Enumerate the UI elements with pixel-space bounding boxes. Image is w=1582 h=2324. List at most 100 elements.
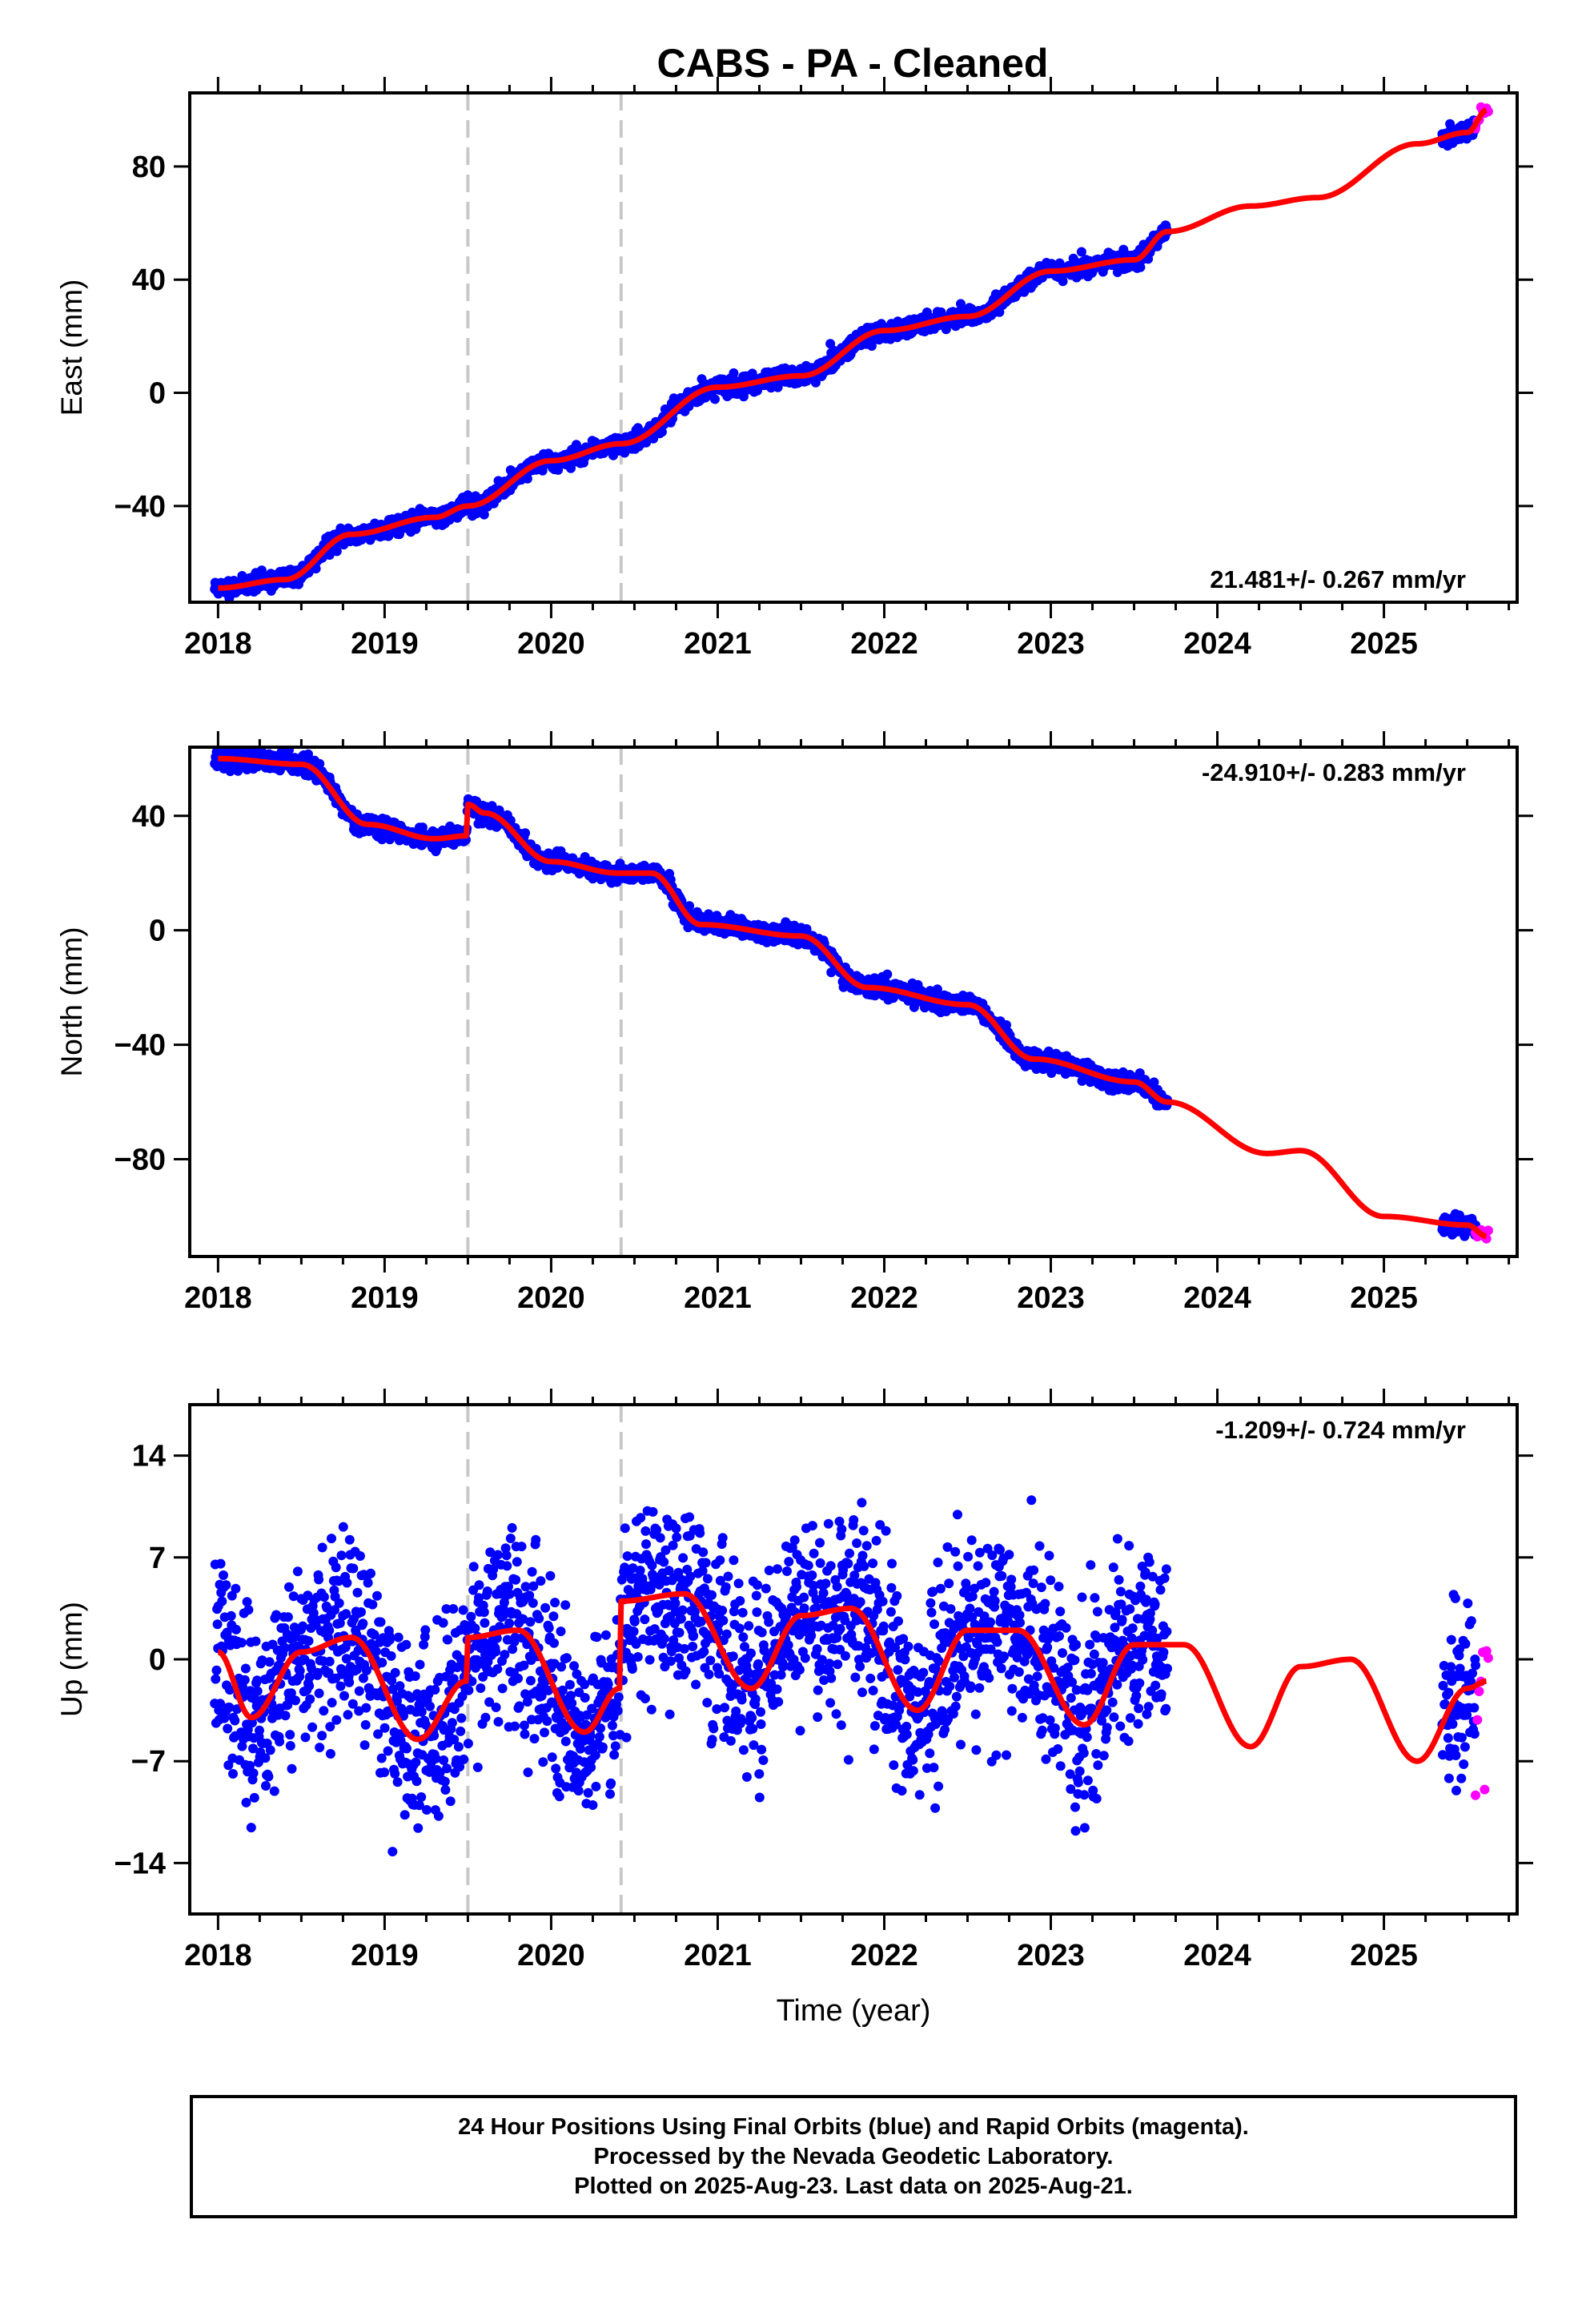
data-point [264, 1657, 275, 1667]
rate-label-north: -24.910+/- 0.283 mm/yr [1202, 758, 1466, 786]
x-tick-label: 2021 [684, 627, 752, 661]
frame-east [188, 91, 1519, 604]
data-point [392, 1777, 403, 1787]
data-point [325, 1749, 335, 1759]
data-point [342, 1578, 352, 1588]
data-point [412, 1776, 422, 1787]
data-point [386, 1651, 396, 1661]
data-point [324, 1656, 335, 1667]
data-point [292, 1566, 303, 1577]
data-point [239, 1675, 250, 1685]
data-point [366, 1568, 375, 1578]
data-point [243, 1605, 254, 1615]
data-point [331, 1715, 342, 1725]
y-tick-label: −80 [114, 1144, 166, 1177]
data-point [304, 1681, 315, 1691]
data-point [390, 1768, 400, 1779]
data-point [303, 1636, 314, 1647]
y-tick-label: 40 [132, 800, 166, 834]
plot-area-north [210, 747, 1493, 1256]
data-point [248, 1768, 259, 1779]
data-point [283, 1612, 293, 1622]
data-point [411, 1757, 421, 1767]
data-point [211, 1674, 221, 1684]
data-point [236, 1638, 247, 1648]
y-tick-label: 80 [132, 151, 166, 184]
data-point [354, 1686, 364, 1696]
data-point [319, 1592, 329, 1602]
y-tick-label: 0 [149, 915, 166, 948]
data-point [383, 1746, 393, 1756]
data-point [263, 1771, 274, 1782]
data-point [402, 1743, 412, 1754]
data-point [375, 1617, 386, 1627]
data-point [215, 1558, 226, 1569]
data-point [249, 1792, 259, 1803]
data-point [1135, 262, 1146, 272]
data-point [246, 1823, 256, 1833]
data-point [390, 1667, 400, 1678]
data-point [338, 1522, 348, 1532]
rate-label-east: 21.481+/- 0.267 mm/yr [1210, 565, 1466, 593]
x-tick-label: 2018 [184, 1281, 252, 1315]
x-tick-label: 2019 [351, 627, 419, 661]
data-point [298, 1621, 308, 1631]
data-point [729, 368, 739, 378]
data-point [335, 1681, 346, 1691]
data-point [231, 1583, 241, 1594]
data-point [1076, 247, 1086, 257]
data-point [882, 969, 893, 979]
data-point [228, 1769, 238, 1779]
y-axis-label-east: East (mm) [55, 279, 88, 416]
data-point [230, 1715, 240, 1726]
data-point [339, 1691, 349, 1701]
data-point [710, 394, 720, 404]
data-point [344, 1534, 355, 1545]
data-point [242, 1597, 252, 1607]
data-point [291, 1695, 300, 1706]
figure-title: CABS - PA - Cleaned [657, 41, 1049, 86]
plot-area-east [210, 93, 1493, 602]
data-point [379, 1723, 390, 1733]
data-point [269, 1786, 279, 1796]
y-tick-label: −40 [114, 490, 166, 524]
final-points-north [210, 747, 1480, 1241]
x-tick-label: 2019 [351, 1281, 419, 1315]
data-point [416, 1707, 427, 1717]
x-tick-label: 2024 [1183, 627, 1251, 661]
y-axis-label-north: North (mm) [55, 927, 88, 1076]
data-point [265, 1745, 275, 1755]
data-point [361, 1703, 371, 1713]
data-point [361, 1666, 371, 1675]
data-point [300, 1732, 311, 1743]
data-point [317, 1542, 327, 1553]
x-tick-label: 2023 [1017, 627, 1085, 661]
data-point [285, 1730, 295, 1740]
data-point [252, 1686, 263, 1696]
x-tick-label: 2024 [1183, 1281, 1251, 1315]
x-tick-label: 2020 [517, 627, 585, 661]
data-point [324, 1625, 335, 1635]
y-tick-label: −40 [114, 1029, 166, 1063]
data-point [327, 1534, 336, 1544]
data-point [384, 1634, 395, 1645]
data-point [225, 766, 235, 777]
x-tick-label: 2021 [684, 1281, 752, 1315]
data-point [285, 1741, 295, 1751]
data-point [317, 1731, 327, 1741]
model-curve-east [215, 107, 1488, 591]
data-point [221, 1580, 231, 1590]
data-point [415, 1659, 425, 1670]
data-point [656, 427, 667, 437]
data-point [344, 1677, 355, 1687]
data-point [219, 1570, 228, 1580]
panel-east: 2018 2019 2020 2021 2022 2023 2024 2025−4004080… [55, 77, 1533, 661]
y-tick-label: 40 [132, 263, 166, 297]
x-tick-label: 2020 [517, 1281, 585, 1315]
data-point [223, 1723, 233, 1734]
data-point [275, 1736, 285, 1747]
data-point [240, 1663, 251, 1674]
data-point [231, 1624, 241, 1634]
data-point [410, 1671, 420, 1681]
